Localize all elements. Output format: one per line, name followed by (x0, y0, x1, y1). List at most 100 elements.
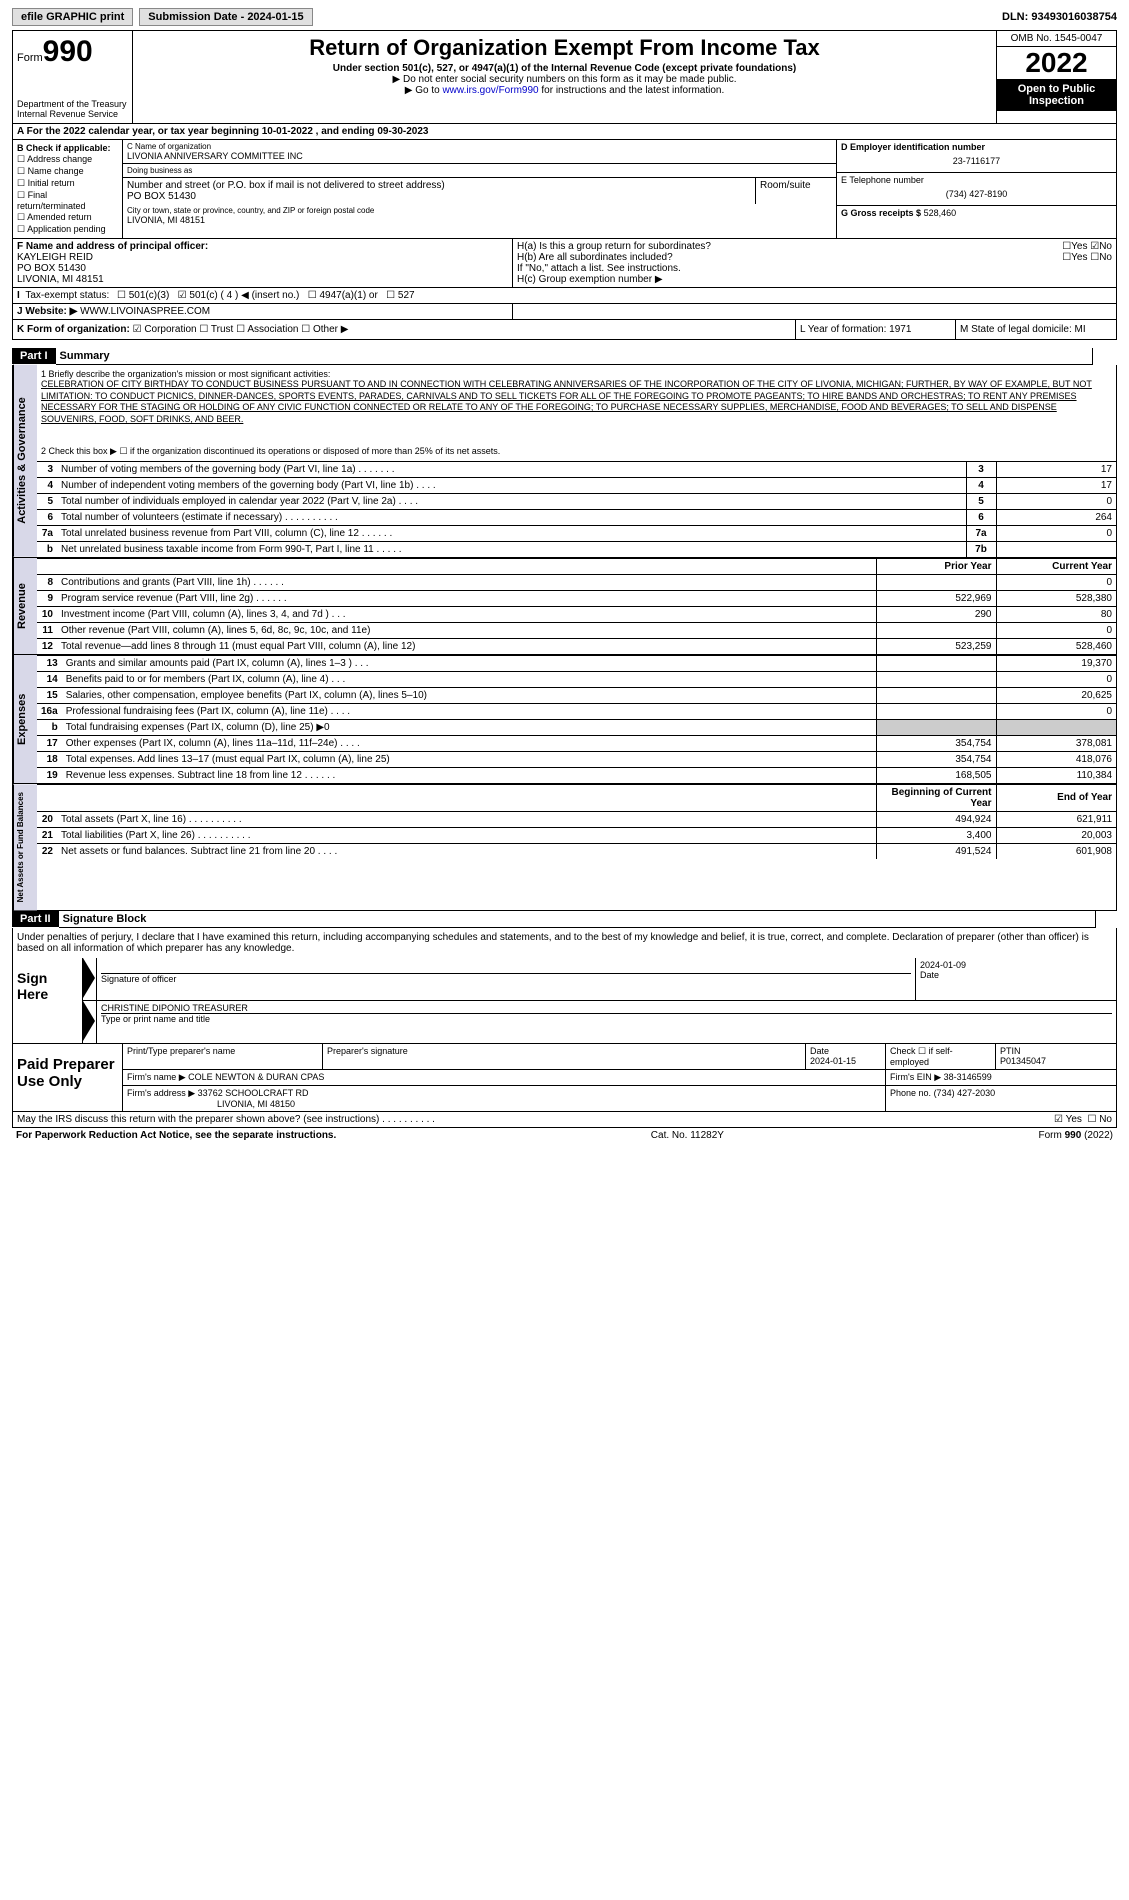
chk-501c[interactable]: ☑ 501(c) ( 4 ) ◀ (insert no.) (178, 290, 300, 301)
hb-options[interactable]: ☐Yes ☐No (1062, 252, 1112, 263)
part1-header: Part ISummary (12, 348, 1117, 365)
sig-arrow-icon (83, 958, 95, 998)
form-subtitle: Under section 501(c), 527, or 4947(a)(1)… (137, 63, 992, 74)
chk-address-change[interactable]: ☐ Address change (17, 154, 118, 165)
vtab-net-assets: Net Assets or Fund Balances (13, 784, 37, 910)
preparer-date: 2024-01-15 (810, 1056, 856, 1066)
vtab-governance: Activities & Governance (13, 365, 37, 557)
website-value: WWW.LIVOINASPREE.COM (77, 306, 210, 317)
cat-no: Cat. No. 11282Y (651, 1130, 724, 1141)
vtab-revenue: Revenue (13, 558, 37, 654)
signature-block: Under penalties of perjury, I declare th… (12, 928, 1117, 1112)
table-row: bTotal fundraising expenses (Part IX, co… (37, 719, 1116, 735)
officer-addr2: LIVONIA, MI 48151 (17, 274, 508, 285)
sig-date-value: 2024-01-09 (920, 960, 1112, 970)
hc-label: H(c) Group exemption number ▶ (517, 274, 1112, 285)
expenses-table: 13Grants and similar amounts paid (Part … (37, 655, 1116, 783)
preparer-check-label: Check ☐ if self-employed (886, 1044, 996, 1069)
sig-arrow-icon (83, 1001, 95, 1041)
preparer-name-label: Print/Type preparer's name (123, 1044, 323, 1069)
form-title: Return of Organization Exempt From Incom… (137, 35, 992, 61)
addr-label: Number and street (or P.O. box if mail i… (127, 180, 751, 191)
chk-trust[interactable]: ☐ Trust (199, 324, 233, 335)
efile-print-button[interactable]: efile GRAPHIC print (12, 8, 133, 26)
table-row: 6Total number of volunteers (estimate if… (37, 509, 1116, 525)
city-label: City or town, state or province, country… (127, 206, 832, 215)
city-value: LIVONIA, MI 48151 (127, 215, 832, 225)
public-inspection-label: Open to Public Inspection (997, 79, 1116, 111)
chk-final-return[interactable]: ☐ Final return/terminated (17, 190, 118, 211)
chk-corp[interactable]: ☑ Corporation (133, 324, 197, 335)
table-row: 13Grants and similar amounts paid (Part … (37, 655, 1116, 671)
dba-label: Doing business as (127, 166, 832, 175)
chk-initial-return[interactable]: ☐ Initial return (17, 178, 118, 189)
year-formation: L Year of formation: 1971 (796, 320, 956, 339)
chk-assoc[interactable]: ☐ Association (236, 324, 298, 335)
revenue-table: Prior YearCurrent Year8Contributions and… (37, 558, 1116, 654)
form-number: Form990 (17, 35, 128, 69)
firm-phone: (734) 427-2030 (934, 1088, 996, 1098)
part1-body: Activities & Governance 1 Briefly descri… (12, 365, 1117, 558)
org-name: LIVONIA ANNIVERSARY COMMITTEE INC (127, 151, 832, 161)
chk-other[interactable]: ☐ Other ▶ (301, 324, 348, 335)
addr-value: PO BOX 51430 (127, 191, 751, 202)
hb-note: If "No," attach a list. See instructions… (517, 263, 1112, 274)
part2-header: Part IISignature Block (12, 911, 1117, 928)
mission-text: CELEBRATION OF CITY BIRTHDAY TO CONDUCT … (41, 379, 1112, 426)
form-instruction-1: ▶ Do not enter social security numbers o… (137, 74, 992, 85)
room-label: Room/suite (760, 180, 832, 191)
preparer-sig-label: Preparer's signature (323, 1044, 806, 1069)
table-row: 9Program service revenue (Part VIII, lin… (37, 590, 1116, 606)
table-row: 21Total liabilities (Part X, line 26) . … (37, 827, 1116, 843)
table-row: bNet unrelated business taxable income f… (37, 541, 1116, 557)
chk-application-pending[interactable]: ☐ Application pending (17, 224, 118, 235)
topbar: efile GRAPHIC print Submission Date - 20… (12, 8, 1117, 26)
form-header: Form990 Department of the Treasury Inter… (12, 30, 1117, 124)
tax-status-row: I Tax-exempt status: ☐ 501(c)(3) ☑ 501(c… (12, 288, 1117, 304)
sig-officer-label: Signature of officer (101, 974, 911, 984)
table-row: 18Total expenses. Add lines 13–17 (must … (37, 751, 1116, 767)
discuss-row: May the IRS discuss this return with the… (12, 1112, 1117, 1128)
officer-title-label: Type or print name and title (101, 1014, 1112, 1024)
row-a-period: A For the 2022 calendar year, or tax yea… (12, 124, 1117, 140)
gross-receipts-value: 528,460 (924, 208, 957, 218)
table-row: 20Total assets (Part X, line 16) . . . .… (37, 811, 1116, 827)
col-b-checkboxes: B Check if applicable: ☐ Address change … (13, 140, 123, 238)
phone-label: E Telephone number (841, 175, 1112, 185)
table-row: 17Other expenses (Part IX, column (A), l… (37, 735, 1116, 751)
chk-4947[interactable]: ☐ 4947(a)(1) or (308, 290, 378, 301)
firm-city: LIVONIA, MI 48150 (217, 1099, 295, 1109)
chk-527[interactable]: ☐ 527 (386, 290, 414, 301)
submission-date-button[interactable]: Submission Date - 2024-01-15 (139, 8, 312, 26)
row-f-h: F Name and address of principal officer:… (12, 239, 1117, 288)
sign-here-label: Sign Here (13, 958, 83, 1043)
hb-label: H(b) Are all subordinates included? (517, 252, 673, 263)
discuss-yes[interactable]: ☑ Yes (1054, 1114, 1082, 1125)
dept-label: Department of the Treasury Internal Reve… (17, 99, 128, 119)
row-k: K Form of organization: ☑ Corporation ☐ … (12, 320, 1117, 340)
discuss-no[interactable]: ☐ No (1087, 1114, 1112, 1125)
q1-label: 1 Briefly describe the organization's mi… (41, 369, 1112, 379)
irs-link[interactable]: www.irs.gov/Form990 (442, 85, 538, 96)
omb-number: OMB No. 1545-0047 (997, 31, 1116, 47)
governance-table: 3Number of voting members of the governi… (37, 461, 1116, 557)
net-assets-table: Beginning of Current YearEnd of Year20To… (37, 784, 1116, 859)
sig-intro: Under penalties of perjury, I declare th… (13, 928, 1116, 958)
chk-amended-return[interactable]: ☐ Amended return (17, 212, 118, 223)
officer-name: KAYLEIGH REID (17, 252, 508, 263)
pra-notice: For Paperwork Reduction Act Notice, see … (16, 1130, 336, 1141)
chk-name-change[interactable]: ☐ Name change (17, 166, 118, 177)
preparer-ptin: P01345047 (1000, 1056, 1046, 1066)
officer-printed-name: CHRISTINE DIPONIO TREASURER (101, 1003, 1112, 1014)
chk-501c3[interactable]: ☐ 501(c)(3) (117, 290, 169, 301)
org-name-label: C Name of organization (127, 142, 832, 151)
form-instruction-2: ▶ Go to www.irs.gov/Form990 for instruct… (137, 85, 992, 96)
table-row: 10Investment income (Part VIII, column (… (37, 606, 1116, 622)
table-row: 7aTotal unrelated business revenue from … (37, 525, 1116, 541)
ha-label: H(a) Is this a group return for subordin… (517, 241, 711, 252)
page-footer: For Paperwork Reduction Act Notice, see … (12, 1128, 1117, 1143)
table-row: 19Revenue less expenses. Subtract line 1… (37, 767, 1116, 783)
ha-options[interactable]: ☐Yes ☑No (1062, 241, 1112, 252)
firm-ein: 38-3146599 (944, 1072, 992, 1082)
table-row: 14Benefits paid to or for members (Part … (37, 671, 1116, 687)
